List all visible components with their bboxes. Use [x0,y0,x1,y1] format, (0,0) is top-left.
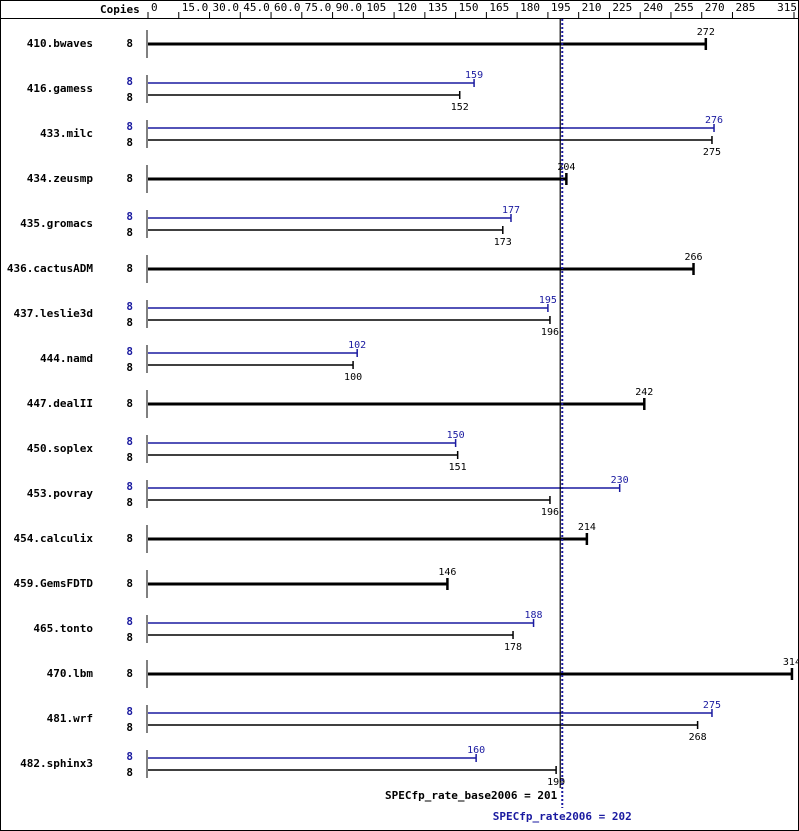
copies-label: 8 [126,435,133,448]
copies-label: 8 [126,136,133,149]
benchmark-label: 433.milc [40,127,93,140]
copies-label: 8 [126,226,133,239]
copies-label: 8 [126,172,133,185]
value-label: 204 [557,162,575,173]
x-tick-label: 285 [735,1,755,14]
value-label: 272 [697,27,715,38]
copies-label: 8 [126,262,133,275]
benchmark-label: 459.GemsFDTD [14,577,94,590]
value-label: 214 [578,522,596,533]
x-tick-label: 210 [582,1,602,14]
benchmark-label: 416.gamess [27,82,93,95]
value-label: 160 [467,745,485,756]
value-label: 195 [539,295,557,306]
value-label: 196 [541,507,559,518]
x-tick-label: 225 [612,1,632,14]
benchmark-label: 410.bwaves [27,37,93,50]
value-label: 314 [783,657,799,668]
value-label: 177 [502,205,520,216]
copies-label: 8 [126,705,133,718]
benchmark-label: 482.sphinx3 [20,757,93,770]
x-tick-label: 270 [705,1,725,14]
benchmark-label: 437.leslie3d [14,307,93,320]
copies-label: 8 [126,300,133,313]
benchmark-label: 453.povray [27,487,94,500]
benchmark-label: 465.tonto [33,622,93,635]
value-label: 242 [635,387,653,398]
copies-label: 8 [126,345,133,358]
copies-label: 8 [126,37,133,50]
x-tick-label: 60.0 [274,1,301,14]
copies-label: 8 [126,480,133,493]
copies-header: Copies [100,3,140,16]
x-tick-label: 90.0 [336,1,363,14]
value-label: 146 [438,567,456,578]
copies-label: 8 [126,750,133,763]
value-label: 276 [705,115,723,126]
copies-label: 8 [126,210,133,223]
benchmark-label: 436.cactusADM [7,262,93,275]
x-tick-label: 240 [643,1,663,14]
value-label: 275 [703,700,721,711]
x-tick-label: 180 [520,1,540,14]
copies-label: 8 [126,397,133,410]
copies-label: 8 [126,451,133,464]
value-label: 152 [451,102,469,113]
x-tick-label: 45.0 [243,1,269,14]
benchmark-label: 454.calculix [14,532,94,545]
value-label: 188 [525,610,543,621]
copies-label: 8 [126,120,133,133]
benchmark-label: 435.gromacs [20,217,93,230]
benchmark-label: 444.namd [40,352,93,365]
x-tick-label: 0 [151,1,158,14]
copies-label: 8 [126,667,133,680]
reference-label: SPECfp_rate_base2006 = 201 [385,789,558,802]
benchmark-label: 481.wrf [47,712,93,725]
x-tick-label: 30.0 [213,1,240,14]
value-label: 150 [447,430,465,441]
copies-label: 8 [126,496,133,509]
value-label: 173 [494,237,512,248]
x-tick-label: 315 [777,1,797,14]
benchmark-label: 450.soplex [27,442,94,455]
copies-label: 8 [126,631,133,644]
value-label: 100 [344,372,362,383]
x-tick-label: 75.0 [305,1,332,14]
benchmark-label: 434.zeusmp [27,172,94,185]
value-label: 151 [449,462,467,473]
copies-label: 8 [126,721,133,734]
benchmark-label: 470.lbm [47,667,94,680]
x-tick-label: 15.0 [182,1,209,14]
copies-label: 8 [126,532,133,545]
copies-label: 8 [126,91,133,104]
benchmark-label: 447.dealII [27,397,93,410]
value-label: 159 [465,70,483,81]
reference-label: SPECfp_rate2006 = 202 [493,810,632,823]
value-label: 275 [703,147,721,158]
copies-label: 8 [126,766,133,779]
copies-label: 8 [126,615,133,628]
x-tick-label: 135 [428,1,448,14]
x-tick-label: 150 [459,1,479,14]
x-tick-label: 165 [489,1,509,14]
value-label: 266 [684,252,702,263]
x-tick-label: 255 [674,1,694,14]
value-label: 178 [504,642,522,653]
copies-label: 8 [126,75,133,88]
value-label: 230 [611,475,629,486]
copies-label: 8 [126,577,133,590]
copies-label: 8 [126,361,133,374]
x-tick-label: 195 [551,1,571,14]
value-label: 268 [689,732,707,743]
copies-label: 8 [126,316,133,329]
value-label: 199 [547,777,565,788]
x-tick-label: 105 [366,1,386,14]
x-tick-label: 120 [397,1,417,14]
value-label: 196 [541,327,559,338]
value-label: 102 [348,340,366,351]
